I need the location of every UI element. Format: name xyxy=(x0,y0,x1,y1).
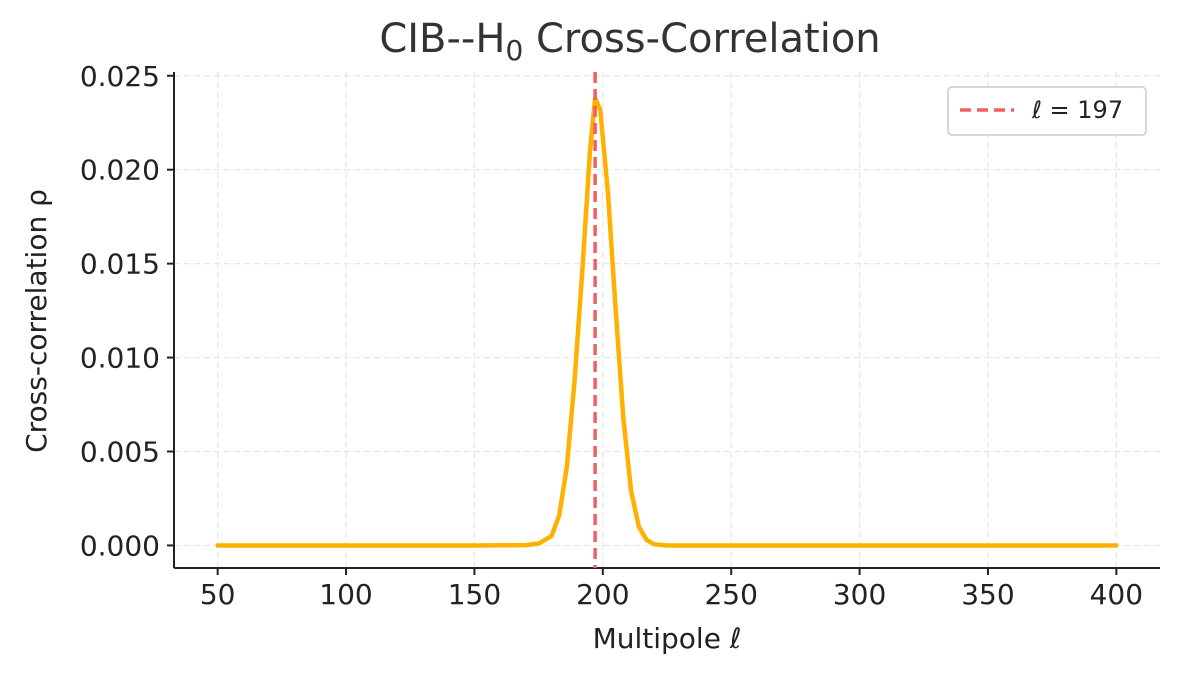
x-tick-label: 100 xyxy=(319,578,372,611)
chart-title: CIB--H0 Cross-Correlation xyxy=(379,16,880,67)
y-tick-label: 0.015 xyxy=(80,248,160,281)
series-line-0 xyxy=(215,96,1119,548)
y-tick-label: 0.005 xyxy=(80,436,160,469)
legend-box xyxy=(947,86,1147,136)
axes xyxy=(173,72,1160,569)
y-tick-label: 0.010 xyxy=(80,342,160,375)
plot-area xyxy=(215,72,1119,568)
y-tick-label: 0.025 xyxy=(80,60,160,93)
y-tick-label: 0.000 xyxy=(80,529,160,562)
x-axis-label: Multipole ℓ xyxy=(593,622,742,655)
legend: ℓ = 197 xyxy=(947,86,1147,136)
x-tick-label: 300 xyxy=(833,578,886,611)
x-tick-label: 200 xyxy=(576,578,629,611)
x-tick-label: 250 xyxy=(704,578,757,611)
y-ticks: 0.000 0.005 0.010 0.015 0.020 0.025 xyxy=(80,60,174,562)
x-tick-label: 400 xyxy=(1090,578,1143,611)
legend-label: ℓ = 197 xyxy=(1031,96,1123,124)
y-axis-label: Cross-correlation ρ xyxy=(20,189,53,453)
x-tick-label: 350 xyxy=(961,578,1014,611)
grid xyxy=(174,72,1160,568)
x-tick-label: 150 xyxy=(448,578,501,611)
x-ticks: 50 100 150 200 250 300 350 400 xyxy=(200,568,1143,611)
y-tick-label: 0.020 xyxy=(80,154,160,187)
x-tick-label: 50 xyxy=(200,578,236,611)
